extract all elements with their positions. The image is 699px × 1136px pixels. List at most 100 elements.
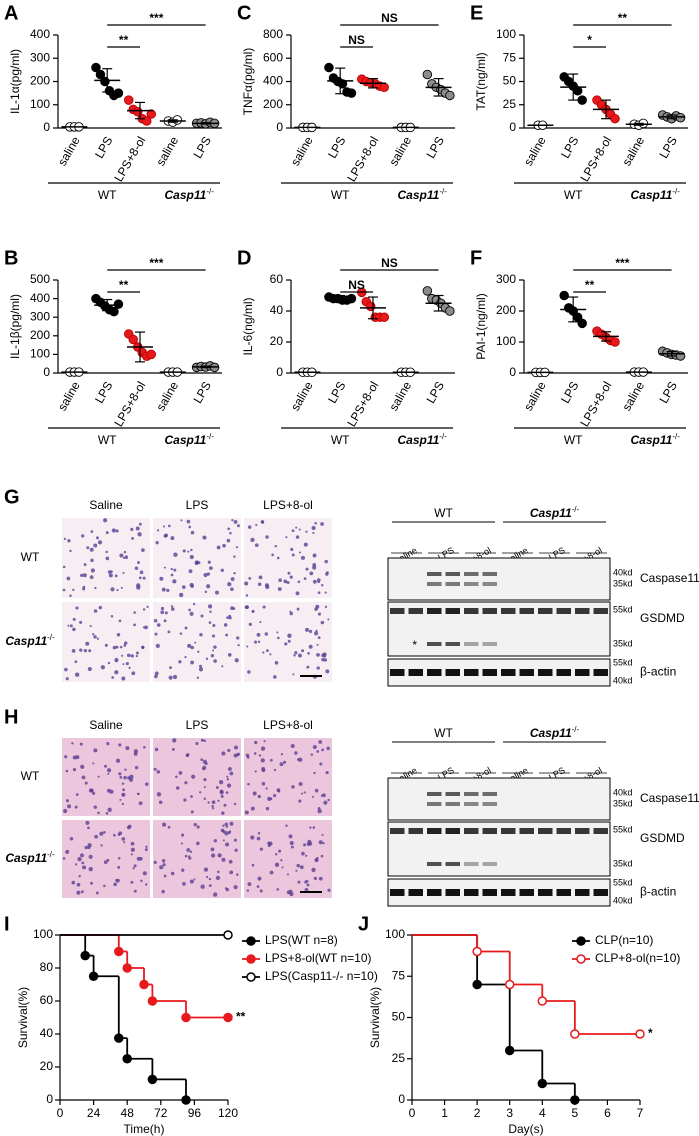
cell-nucleus: [81, 534, 85, 538]
blot-band: [464, 642, 479, 646]
blot-band: [427, 792, 442, 796]
cell-nucleus: [119, 645, 123, 649]
cell-nucleus: [317, 591, 321, 595]
cell-nucleus: [217, 870, 220, 874]
cell-nucleus: [293, 654, 296, 657]
cell-nucleus: [170, 605, 174, 608]
cell-nucleus: [71, 880, 76, 885]
cell-nucleus: [122, 663, 125, 666]
cell-nucleus: [224, 822, 229, 827]
row-label-sup: -/-: [47, 850, 55, 859]
cell-nucleus: [229, 771, 234, 776]
group-label: Casp11-/-: [398, 432, 448, 448]
histology-image: [153, 518, 241, 598]
cell-nucleus: [321, 583, 324, 587]
cell-nucleus: [171, 748, 175, 751]
x-axis-label: Day(s): [508, 1122, 543, 1136]
group-label-main: Casp11: [165, 188, 207, 202]
x-tick-label: 5: [572, 1106, 579, 1120]
survival-marker: [139, 979, 149, 990]
cell-nucleus: [251, 609, 255, 613]
cell-nucleus: [321, 657, 325, 662]
row-label: WT: [21, 550, 40, 564]
cell-nucleus: [285, 536, 288, 539]
cell-nucleus: [263, 740, 266, 743]
blot-band: [427, 582, 442, 586]
cell-nucleus: [311, 795, 315, 798]
x-tick-label: 4: [539, 1106, 546, 1120]
cell-nucleus: [205, 875, 209, 879]
cell-nucleus: [135, 526, 140, 531]
cell-nucleus: [318, 876, 323, 881]
data-point: [675, 113, 686, 123]
legend-label: LPS(WT n=8): [265, 933, 338, 947]
y-tick-label: 0: [46, 1092, 53, 1106]
cell-nucleus: [105, 556, 110, 561]
cell-nucleus: [190, 810, 194, 814]
survival-marker: [537, 1078, 548, 1089]
y-tick-label: 0: [509, 120, 516, 134]
significance-label: **: [618, 11, 628, 25]
cell-nucleus: [327, 888, 331, 892]
cell-nucleus: [72, 768, 77, 772]
cell-nucleus: [153, 618, 158, 623]
data-point: [675, 351, 686, 361]
blot-band: [445, 862, 460, 866]
cell-nucleus: [187, 550, 190, 553]
cell-nucleus: [65, 769, 69, 773]
x-tick-label: saline: [386, 134, 414, 168]
blot-band: [482, 642, 497, 646]
cell-nucleus: [212, 807, 215, 810]
cell-nucleus: [229, 870, 234, 875]
cell-nucleus: [269, 758, 273, 762]
cell-nucleus: [72, 588, 75, 592]
blot-band: [538, 889, 553, 896]
marker-label: 55kd: [613, 657, 633, 667]
cell-nucleus: [79, 648, 83, 652]
panel-label: H: [4, 706, 18, 728]
cell-nucleus: [117, 865, 121, 869]
cell-nucleus: [104, 643, 108, 647]
cell-nucleus: [167, 825, 171, 829]
cell-nucleus: [254, 740, 258, 745]
cell-nucleus: [97, 540, 103, 545]
survival-marker: [570, 1095, 580, 1105]
data-point: [610, 337, 620, 347]
blot-row-label: GSDMD: [640, 831, 685, 845]
survival-marker: [114, 946, 124, 957]
cell-nucleus: [72, 617, 76, 621]
cell-nucleus: [233, 885, 238, 890]
cell-nucleus: [286, 873, 289, 876]
histology-image: [62, 602, 150, 682]
cell-nucleus: [120, 586, 123, 589]
row-label: Casp11-/-: [5, 850, 55, 866]
group-label-main: WT: [564, 433, 583, 447]
cell-nucleus: [244, 581, 249, 586]
cell-nucleus: [130, 853, 133, 856]
cell-nucleus: [93, 748, 98, 753]
cell-nucleus: [122, 788, 126, 792]
cell-nucleus: [213, 892, 218, 897]
blot-group-label-main: Casp11: [530, 506, 572, 520]
cell-nucleus: [233, 838, 237, 842]
cell-nucleus: [258, 754, 262, 757]
cell-nucleus: [231, 518, 234, 522]
cell-nucleus: [287, 639, 291, 643]
cell-nucleus: [121, 792, 126, 797]
cell-nucleus: [164, 611, 168, 615]
row-label: WT: [21, 769, 40, 783]
cell-nucleus: [69, 594, 72, 597]
blot-band: [427, 669, 442, 676]
x-axis-label: Time(h): [124, 1122, 165, 1136]
cell-nucleus: [81, 861, 85, 865]
cell-nucleus: [230, 587, 234, 591]
blot-row-label: β-actin: [640, 885, 676, 899]
cell-nucleus: [287, 633, 292, 638]
cell-nucleus: [94, 586, 97, 590]
histology-image: [244, 518, 332, 598]
cell-nucleus: [321, 748, 325, 752]
cell-nucleus: [286, 890, 291, 895]
cell-nucleus: [278, 578, 282, 582]
cell-nucleus: [107, 661, 111, 665]
x-tick-label: 7: [637, 1106, 644, 1120]
